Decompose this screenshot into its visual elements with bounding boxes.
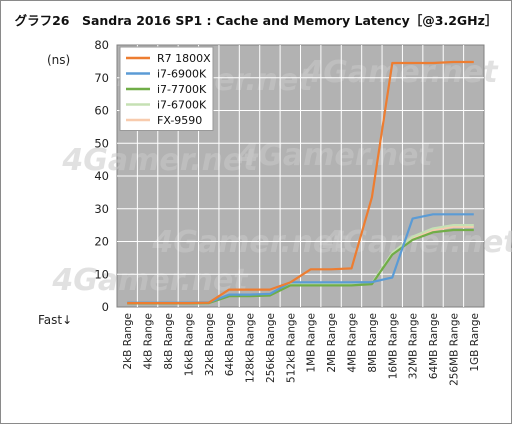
fast-direction-label: Fast↓ [38,313,73,327]
watermark-text: 4Gamer.net [236,138,434,173]
x-tick-label: 128kB Range [245,313,257,383]
x-tick-label: 256MB Range [448,313,460,386]
legend-label: i7-6900K [157,68,207,81]
chart-title: グラフ26 Sandra 2016 SP1 : Cache and Memory… [14,13,498,28]
watermark-text: 4Gamer.net [301,55,499,90]
y-tick-label: 30 [94,202,109,216]
x-tick-label: 32MB Range [408,313,420,379]
legend-label: R7 1800X [157,52,211,65]
x-tick-label: 1MB Range [306,313,318,373]
y-tick-label: 80 [94,38,109,52]
x-tick-label: 8MB Range [367,313,379,373]
series-lines [127,60,474,305]
y-tick-label: 20 [94,235,109,249]
x-tick-label: 512kB Range [285,313,297,383]
x-tick-label: 2kB Range [122,313,134,370]
x-tick-label: 256kB Range [265,313,277,383]
x-tick-label: 4MB Range [346,313,358,373]
watermark-text: 4Gamer.net [321,225,512,260]
x-axis-ticks: 2kB Range 4kB Range 8kB Range 16kB Range 32k… [122,313,481,386]
y-tick-label: 70 [94,71,109,85]
y-tick-label: 50 [94,136,109,150]
legend: R7 1800X i7-6900K i7-7700K i7-6700K FX-9590 [119,46,214,131]
x-tick-label: 32kB Range [204,313,216,376]
legend-label: FX-9590 [157,114,202,127]
y-tick-label: 60 [94,104,109,118]
series-line [127,60,474,305]
x-tick-label: 2MB Range [326,313,338,373]
y-axis-unit-label: (ns) [47,53,71,67]
y-axis-ticks: 0 10 20 30 40 50 60 70 80 [94,38,109,314]
legend-label: i7-7700K [157,83,207,96]
watermark-text: 4Gamer.net [61,143,259,178]
x-tick-label: 16kB Range [183,313,195,376]
x-tick-label: 8kB Range [163,313,175,370]
x-tick-label: 64MB Range [428,313,440,379]
watermark-text: 4Gamer.net [51,263,249,298]
x-tick-label: 1GB Range [469,313,481,372]
x-tick-label: 16MB Range [387,313,399,379]
watermark-text: 4Gamer.net [151,225,349,260]
x-tick-label: 64kB Range [224,313,236,376]
y-tick-label: 0 [102,300,109,314]
legend-label: i7-6700K [157,99,207,112]
y-tick-label: 10 [94,267,109,281]
x-tick-label: 4kB Range [143,313,155,370]
y-tick-label: 40 [94,169,109,183]
